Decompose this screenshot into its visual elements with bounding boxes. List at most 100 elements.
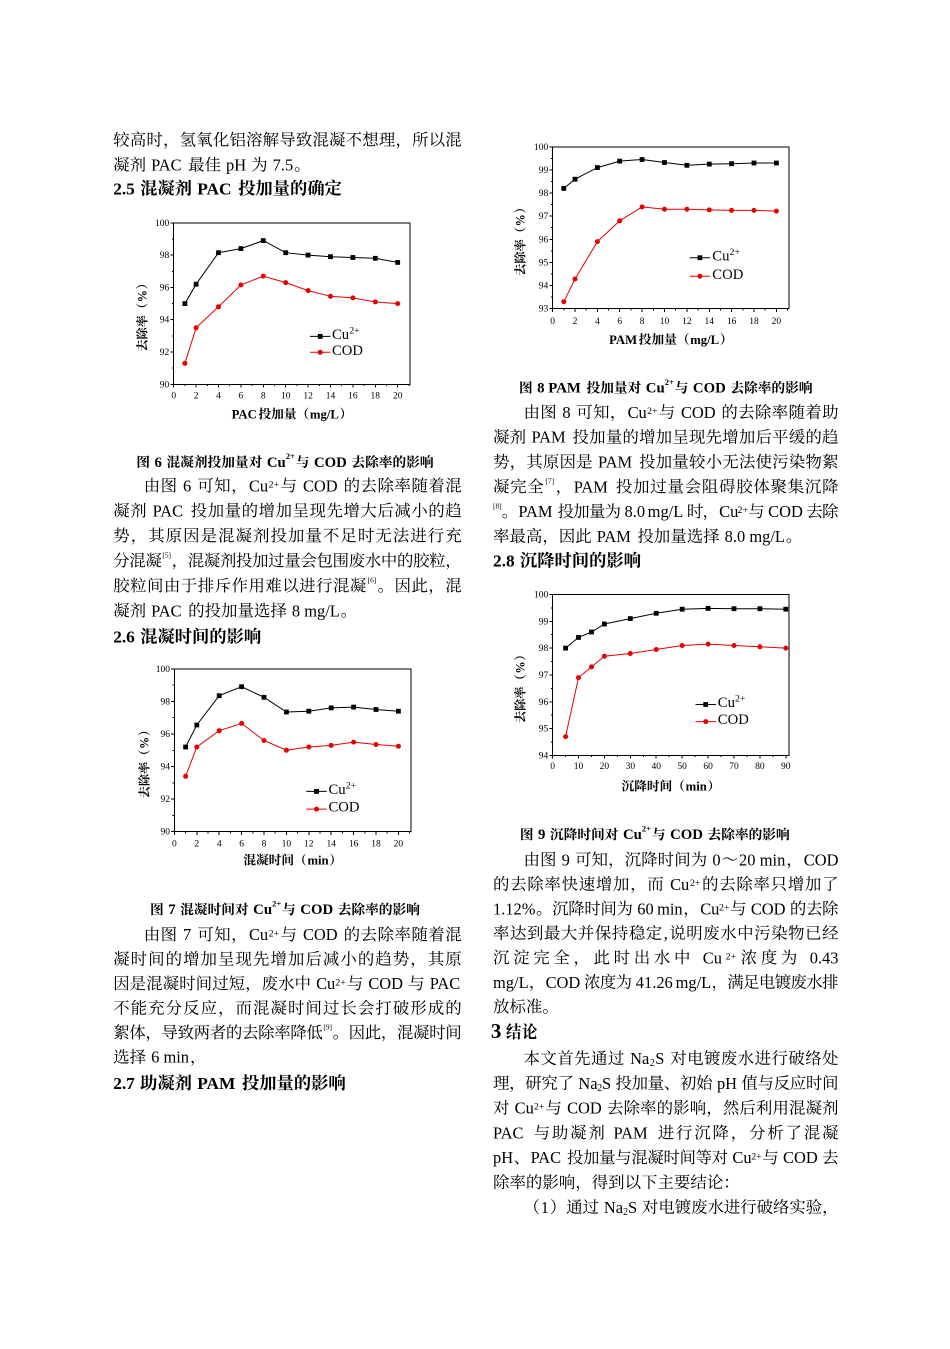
svg-text:1: 1 [541,1198,549,1217]
svg-text:98: 98 [161,697,171,707]
svg-text:2+: 2+ [647,406,658,417]
svg-text:2: 2 [194,392,199,402]
svg-text:COD: COD [368,974,403,993]
svg-text:COD: COD [303,925,338,944]
svg-text:0: 0 [172,839,177,849]
svg-text:8: 8 [262,839,267,849]
svg-text:Cu: Cu [718,695,736,711]
svg-text:COD: COD [670,827,703,843]
svg-text:PAM: PAM [597,527,632,546]
svg-text:98: 98 [160,251,170,261]
svg-text:COD: COD [300,902,333,918]
svg-text:6: 6 [155,455,162,471]
svg-text:2+: 2+ [272,899,281,909]
svg-text:2+: 2+ [665,377,674,387]
svg-text:14: 14 [326,839,336,849]
svg-text:Cu: Cu [267,455,286,471]
svg-text:S: S [655,1049,664,1068]
svg-text:16: 16 [348,392,358,402]
svg-text:PAM: PAM [197,1074,235,1093]
svg-text:2+: 2+ [335,977,346,988]
svg-text:%: % [514,214,528,226]
svg-text:2.8: 2.8 [493,551,515,570]
svg-text:7: 7 [168,902,176,918]
svg-text:2+: 2+ [286,451,295,461]
svg-text:2+: 2+ [738,505,749,516]
svg-text:Cu: Cu [719,502,738,521]
svg-text:92: 92 [161,795,171,805]
svg-text:60: 60 [637,899,653,918]
svg-text:PAC: PAC [197,179,231,198]
svg-text:99: 99 [539,617,549,627]
svg-text:%: % [136,290,150,302]
svg-text:70: 70 [729,762,739,772]
svg-text:12: 12 [682,317,692,327]
svg-text:Cu: Cu [515,1099,534,1118]
svg-text:COD: COD [314,455,347,471]
svg-text:0: 0 [171,392,176,402]
svg-text:10: 10 [574,762,584,772]
svg-text:93: 93 [539,305,549,315]
svg-text:10: 10 [660,317,670,327]
svg-text:S: S [602,1074,611,1093]
svg-text:%: % [514,661,528,673]
svg-text:[9]: [9] [323,1022,332,1031]
svg-text:94: 94 [539,751,549,761]
svg-text:COD: COD [546,973,581,992]
svg-text:16: 16 [727,317,737,327]
svg-text:PAC: PAC [430,974,461,993]
svg-text:9: 9 [538,827,545,843]
svg-text:94: 94 [160,316,170,326]
svg-text:16: 16 [349,839,359,849]
svg-text:S: S [628,1198,637,1217]
svg-text:Cu: Cu [628,403,647,422]
svg-text:2+: 2+ [534,1102,545,1113]
svg-text:PAC: PAC [232,407,257,421]
svg-text:14: 14 [705,317,715,327]
svg-text:PAM: PAM [574,477,609,496]
svg-text:COD: COD [693,381,726,397]
svg-text:Cu: Cu [732,1148,751,1167]
svg-text:Cu: Cu [249,925,268,944]
svg-text:COD: COD [804,850,839,869]
svg-text:97: 97 [539,671,549,681]
svg-text:mg/L: mg/L [648,502,684,521]
svg-text:2+: 2+ [642,824,651,834]
svg-text:PAC: PAC [493,1123,524,1142]
svg-text:50: 50 [677,762,687,772]
svg-text:2+: 2+ [269,479,280,490]
svg-text:Cu: Cu [712,248,730,264]
svg-text:2+: 2+ [269,928,280,939]
svg-text:PAM: PAM [518,502,553,521]
svg-text:0: 0 [550,317,555,327]
svg-text:0: 0 [550,762,555,772]
svg-text:PAC: PAC [531,1148,562,1167]
svg-text:mg/L: mg/L [493,973,529,992]
svg-text:40: 40 [651,762,661,772]
svg-text:COD: COD [783,1148,818,1167]
svg-text:95: 95 [539,725,549,735]
svg-text:2: 2 [573,317,578,327]
svg-text:pH: pH [226,156,246,175]
svg-text:2: 2 [194,839,199,849]
svg-text:Cu: Cu [329,782,347,798]
svg-text:COD: COD [303,476,338,495]
svg-text:pH: pH [493,1148,513,1167]
svg-text:8: 8 [537,381,544,397]
svg-text:100: 100 [534,591,549,601]
svg-text:2+: 2+ [726,951,737,962]
svg-text:pH: pH [717,1074,737,1093]
svg-text:COD: COD [718,712,749,728]
svg-text:2: 2 [623,1207,628,1218]
svg-text:Cu: Cu [700,899,719,918]
svg-text:%: % [138,737,152,749]
svg-text:3: 3 [491,1019,502,1043]
svg-text:20: 20 [393,392,403,402]
svg-text:20: 20 [739,850,755,869]
svg-text:8: 8 [261,392,266,402]
svg-text:mg/L: mg/L [310,407,339,421]
svg-text:96: 96 [539,235,549,245]
svg-text:12: 12 [303,392,313,402]
svg-text:Cu: Cu [670,875,689,894]
svg-text:Na: Na [630,1049,650,1068]
